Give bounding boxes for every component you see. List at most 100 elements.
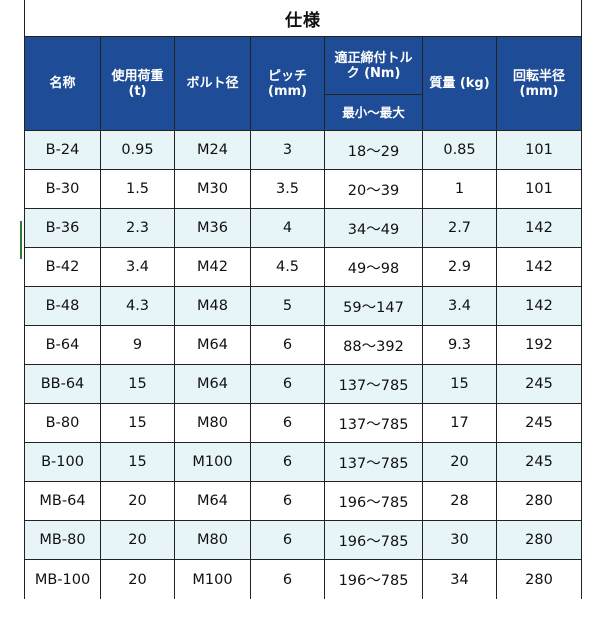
header-bolt: ボルト径 <box>174 36 251 131</box>
cell-load: 15 <box>100 364 175 404</box>
cell-load: 2.3 <box>100 208 175 248</box>
table-row: B-80 15 M80 6 137～785 17 245 <box>24 403 582 443</box>
cell-name: B-100 <box>24 442 101 482</box>
cell-name: B-36 <box>24 208 101 248</box>
cell-pitch: 6 <box>250 559 325 599</box>
cell-load: 0.95 <box>100 130 175 170</box>
cell-torque: 137～785 <box>324 403 423 443</box>
table-row: B-24 0.95 M24 3 18～29 0.85 101 <box>24 130 582 170</box>
header-load: 使用荷重 (t) <box>100 36 175 131</box>
cell-pitch: 5 <box>250 286 325 326</box>
cell-load: 4.3 <box>100 286 175 326</box>
cell-load: 1.5 <box>100 169 175 209</box>
cell-load: 15 <box>100 403 175 443</box>
cell-mass: 2.7 <box>422 208 497 248</box>
cell-mass: 20 <box>422 442 497 482</box>
cell-pitch: 6 <box>250 481 325 521</box>
table-row: B-42 3.4 M42 4.5 49～98 2.9 142 <box>24 247 582 287</box>
spec-rows: B-24 0.95 M24 3 18～29 0.85 101 B-30 1.5 M30 3.5 20～… <box>24 130 582 599</box>
cell-bolt: M30 <box>174 169 251 209</box>
table-row: B-36 2.3 M36 4 34～49 2.7 142 <box>24 208 582 248</box>
cell-torque: 34～49 <box>324 208 423 248</box>
table-row: MB-80 20 M80 6 196～785 30 280 <box>24 520 582 560</box>
table-row: MB-100 20 M100 6 196～785 34 280 <box>24 559 582 599</box>
cell-pitch: 6 <box>250 364 325 404</box>
cell-pitch: 6 <box>250 325 325 365</box>
cell-pitch: 4 <box>250 208 325 248</box>
cell-bolt: M48 <box>174 286 251 326</box>
cell-pitch: 4.5 <box>250 247 325 287</box>
cell-bolt: M80 <box>174 403 251 443</box>
cell-pitch: 6 <box>250 520 325 560</box>
table-row: B-100 15 M100 6 137～785 20 245 <box>24 442 582 482</box>
cell-bolt: M64 <box>174 325 251 365</box>
cell-bolt: M80 <box>174 520 251 560</box>
header-pitch: ピッチ (mm) <box>250 36 325 131</box>
cell-mass: 17 <box>422 403 497 443</box>
cell-radius: 245 <box>496 442 582 482</box>
cell-load: 15 <box>100 442 175 482</box>
cell-radius: 142 <box>496 247 582 287</box>
cell-radius: 280 <box>496 520 582 560</box>
cell-load: 20 <box>100 559 175 599</box>
cell-pitch: 6 <box>250 403 325 443</box>
cell-mass: 30 <box>422 520 497 560</box>
cell-mass: 15 <box>422 364 497 404</box>
cell-radius: 101 <box>496 169 582 209</box>
cell-radius: 142 <box>496 208 582 248</box>
cell-name: B-48 <box>24 286 101 326</box>
cell-name: MB-100 <box>24 559 101 599</box>
table-row: B-30 1.5 M30 3.5 20～39 1 101 <box>24 169 582 209</box>
cell-name: B-80 <box>24 403 101 443</box>
cell-mass: 9.3 <box>422 325 497 365</box>
cell-load: 9 <box>100 325 175 365</box>
cell-torque: 196～785 <box>324 481 423 521</box>
cell-bolt: M100 <box>174 559 251 599</box>
cell-name: B-24 <box>24 130 101 170</box>
header-torque-range: 最小～最大 <box>324 94 423 131</box>
header-torque: 適正締付トル ク (Nm) <box>324 36 423 95</box>
header-mass: 質量 (kg) <box>422 36 497 131</box>
cell-torque: 137～785 <box>324 364 423 404</box>
table-row: B-48 4.3 M48 5 59～147 3.4 142 <box>24 286 582 326</box>
spec-table: 名称 使用荷重 (t) ボルト径 ピッチ (mm) 適正締付トル ク (Nm) … <box>24 36 582 599</box>
page-title: 仕様 <box>24 0 582 36</box>
cell-name: B-30 <box>24 169 101 209</box>
cell-bolt: M100 <box>174 442 251 482</box>
cell-torque: 88～392 <box>324 325 423 365</box>
cell-torque: 137～785 <box>324 442 423 482</box>
table-row: MB-64 20 M64 6 196～785 28 280 <box>24 481 582 521</box>
cell-mass: 28 <box>422 481 497 521</box>
cell-name: MB-80 <box>24 520 101 560</box>
cell-pitch: 6 <box>250 442 325 482</box>
cell-torque: 18～29 <box>324 130 423 170</box>
cell-radius: 192 <box>496 325 582 365</box>
cell-torque: 49～98 <box>324 247 423 287</box>
cell-name: B-64 <box>24 325 101 365</box>
table-row: BB-64 15 M64 6 137～785 15 245 <box>24 364 582 404</box>
header-radius: 回転半径 (mm) <box>496 36 582 131</box>
cell-load: 20 <box>100 481 175 521</box>
cell-torque: 196～785 <box>324 520 423 560</box>
cell-bolt: M24 <box>174 130 251 170</box>
cell-radius: 245 <box>496 403 582 443</box>
cell-pitch: 3 <box>250 130 325 170</box>
cell-torque: 196～785 <box>324 559 423 599</box>
cell-torque: 59～147 <box>324 286 423 326</box>
cell-name: MB-64 <box>24 481 101 521</box>
cell-mass: 3.4 <box>422 286 497 326</box>
table-row: B-64 9 M64 6 88～392 9.3 192 <box>24 325 582 365</box>
cell-name: BB-64 <box>24 364 101 404</box>
cell-torque: 20～39 <box>324 169 423 209</box>
cell-pitch: 3.5 <box>250 169 325 209</box>
cell-bolt: M42 <box>174 247 251 287</box>
cell-load: 3.4 <box>100 247 175 287</box>
cell-mass: 2.9 <box>422 247 497 287</box>
cell-radius: 101 <box>496 130 582 170</box>
cell-radius: 280 <box>496 481 582 521</box>
cell-bolt: M64 <box>174 481 251 521</box>
cell-load: 20 <box>100 520 175 560</box>
cell-radius: 245 <box>496 364 582 404</box>
cell-radius: 280 <box>496 559 582 599</box>
cell-radius: 142 <box>496 286 582 326</box>
